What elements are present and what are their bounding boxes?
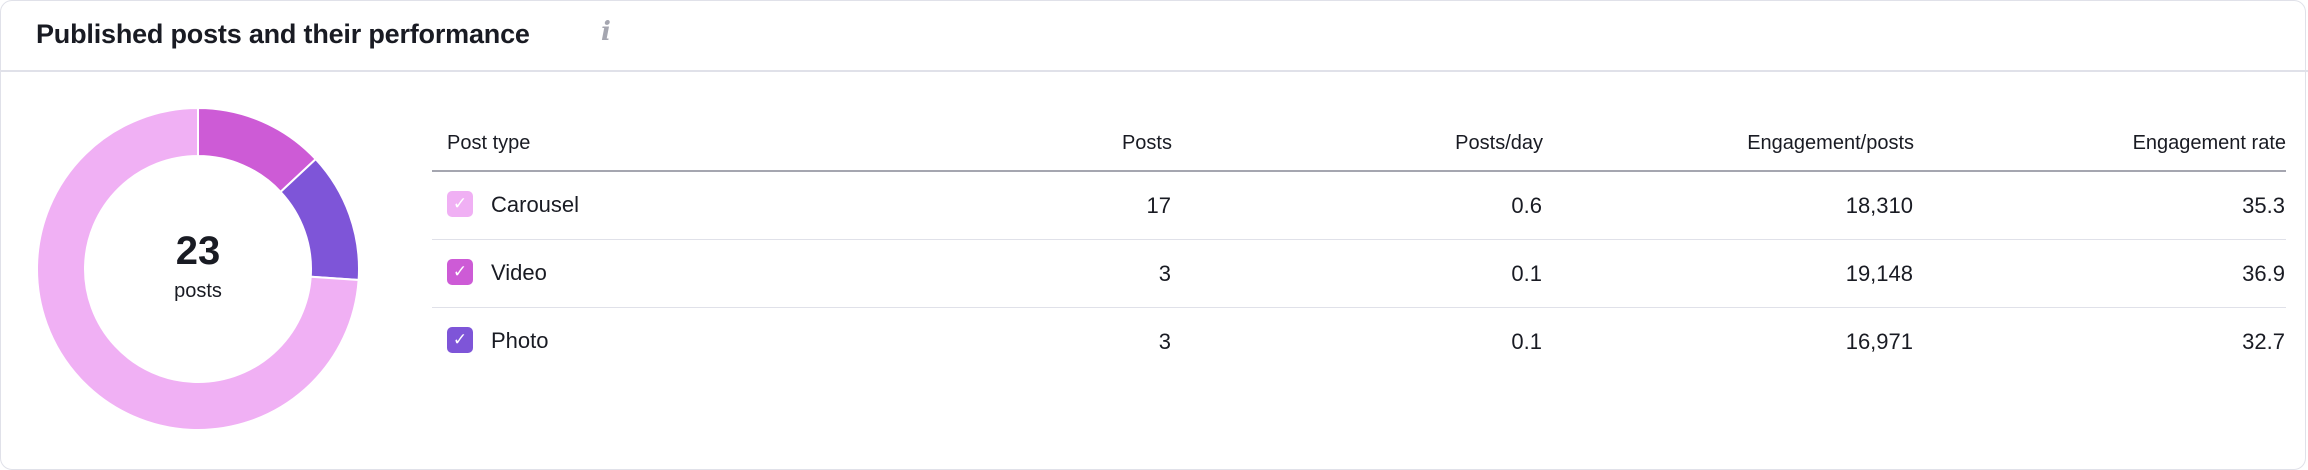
donut-chart bbox=[36, 107, 360, 431]
engagement-rate-cell: 36.9 bbox=[1914, 239, 2286, 308]
engagement-per-post-cell: 18,310 bbox=[1543, 171, 1914, 240]
table-row: ✓ Video 3 0.1 19,148 36.9 bbox=[432, 239, 2286, 308]
column-header-post-type: Post type bbox=[432, 116, 815, 172]
post-type-label: Video bbox=[491, 259, 547, 285]
post-type-label: Photo bbox=[491, 327, 549, 353]
post-type-cell: ✓ Carousel bbox=[432, 171, 815, 240]
engagement-per-post-cell: 16,971 bbox=[1845, 328, 1913, 354]
table-header-row: Post type Posts Posts/day Engagement/pos… bbox=[432, 116, 2286, 172]
header-divider bbox=[1, 70, 2308, 72]
engagement-rate-cell: 35.3 bbox=[1914, 171, 2286, 240]
posts-cell: 3 bbox=[1158, 328, 1171, 354]
column-header-engagement-rate: Engagement rate bbox=[1914, 116, 2286, 172]
column-header-posts: Posts bbox=[815, 116, 1172, 172]
widget-title: Published posts and their performance bbox=[36, 19, 530, 49]
posts-per-day-cell: 0.1 bbox=[1172, 239, 1543, 308]
post-type-cell: ✓ Photo bbox=[432, 308, 815, 376]
post-type-table: Post type Posts Posts/day Engagement/pos… bbox=[432, 116, 2286, 375]
engagement-per-post-cell: 19,148 bbox=[1543, 239, 1914, 308]
donut-center-label: posts bbox=[174, 280, 222, 302]
column-header-engagement-per-post: Engagement/posts bbox=[1543, 116, 1914, 172]
table-row: ✓ Carousel 17 0.6 18,310 35.3 bbox=[432, 171, 2286, 240]
donut-center-value: 23 bbox=[175, 229, 221, 273]
posts-per-day-cell: 0.6 bbox=[1172, 171, 1543, 240]
column-header-posts-per-day: Posts/day bbox=[1172, 116, 1543, 172]
posts-per-day-cell: 0.1 bbox=[1511, 328, 1542, 354]
post-type-cell: ✓ Video bbox=[432, 239, 815, 308]
post-type-label: Carousel bbox=[491, 191, 580, 217]
info-icon[interactable]: i bbox=[601, 17, 611, 47]
checkbox-checked-icon[interactable]: ✓ bbox=[447, 191, 473, 218]
checkbox-checked-icon[interactable]: ✓ bbox=[447, 259, 473, 286]
posts-cell: 3 bbox=[815, 239, 1172, 308]
engagement-rate-cell: 32.7 bbox=[2242, 328, 2285, 354]
checkbox-checked-icon[interactable]: ✓ bbox=[447, 327, 473, 354]
posts-cell: 17 bbox=[815, 171, 1172, 240]
table-row: ✓ Photo 3 0.1 16,971 32.7 bbox=[432, 308, 2286, 376]
donut-slice-carousel[interactable] bbox=[36, 107, 360, 431]
